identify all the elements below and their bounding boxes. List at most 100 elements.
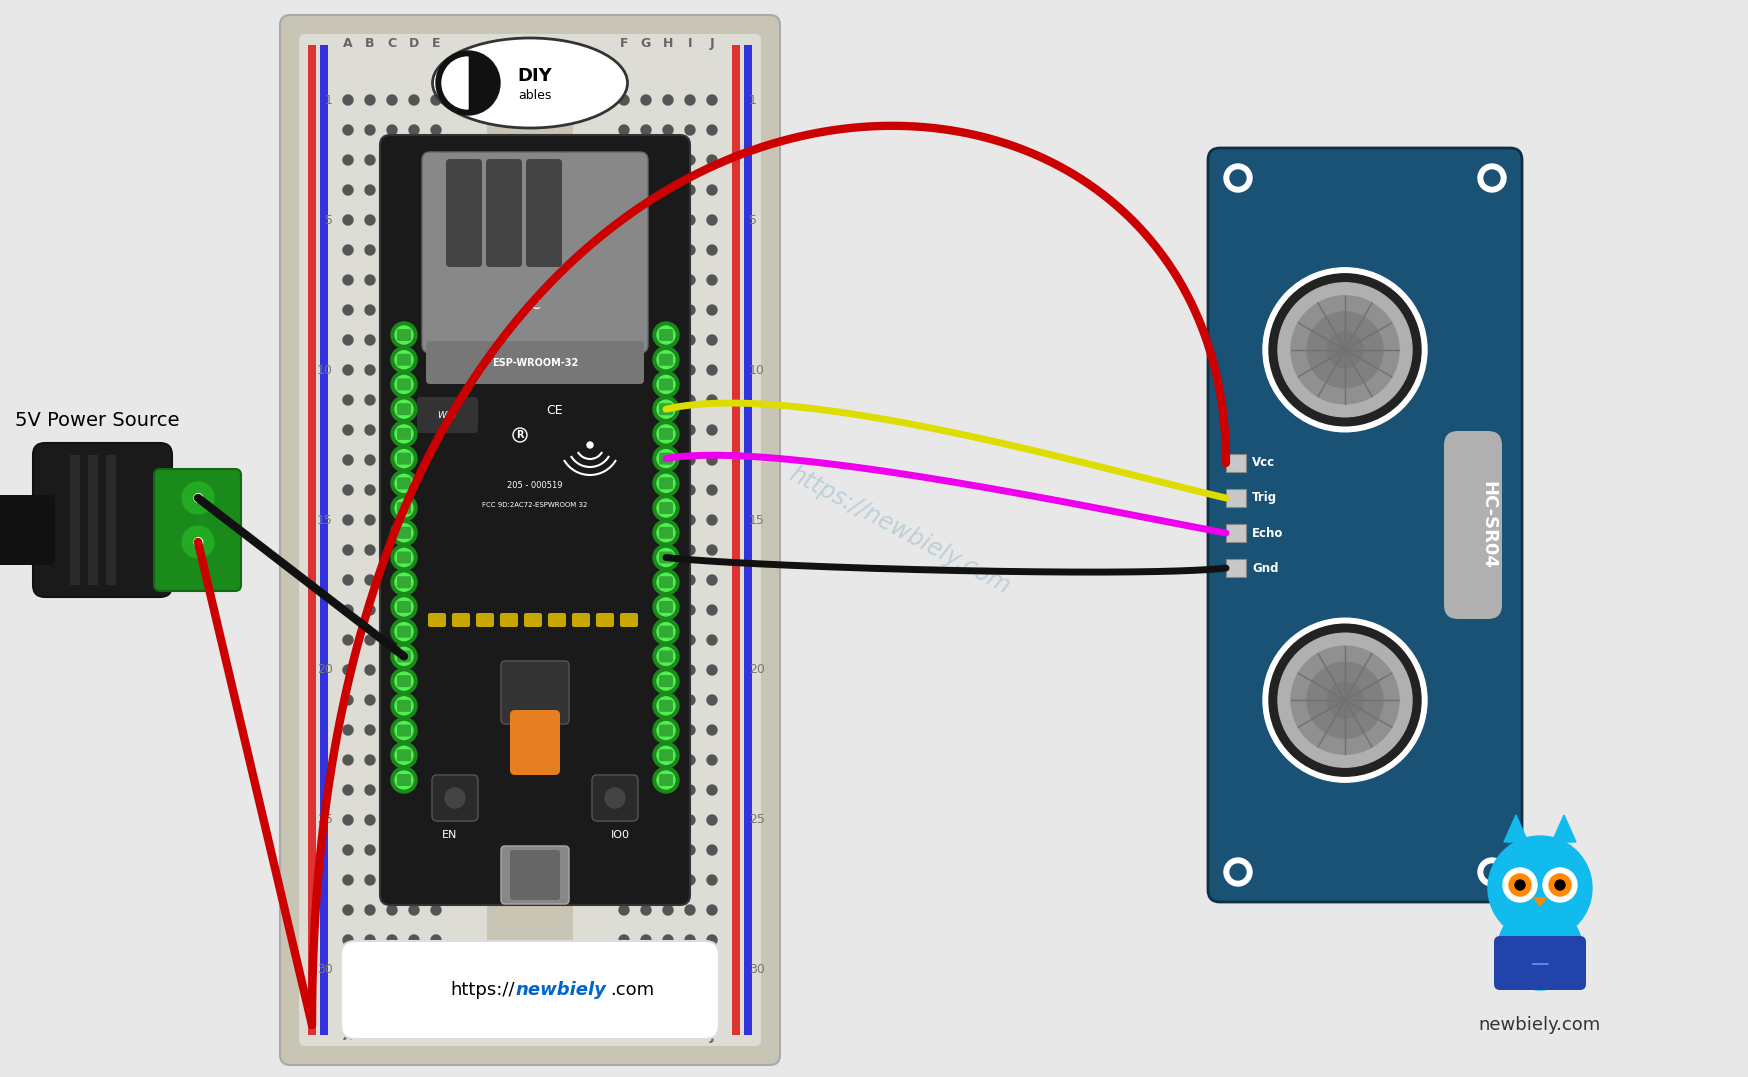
Circle shape — [430, 665, 440, 675]
Text: E: E — [432, 1031, 440, 1044]
Circle shape — [343, 425, 353, 435]
Circle shape — [343, 275, 353, 285]
Circle shape — [662, 935, 673, 945]
Circle shape — [395, 672, 413, 690]
Circle shape — [430, 395, 440, 405]
Text: https://newbiely.com: https://newbiely.com — [785, 462, 1014, 599]
Circle shape — [409, 335, 420, 345]
Circle shape — [365, 665, 374, 675]
Circle shape — [662, 155, 673, 165]
Circle shape — [395, 376, 413, 393]
Circle shape — [657, 672, 675, 690]
Circle shape — [685, 755, 694, 765]
Circle shape — [365, 275, 374, 285]
Circle shape — [409, 395, 420, 405]
Circle shape — [685, 425, 694, 435]
Text: ⊕: ⊕ — [192, 534, 205, 549]
FancyBboxPatch shape — [659, 700, 673, 712]
Bar — [87, 454, 98, 585]
Text: ⊕: ⊕ — [192, 490, 205, 505]
Circle shape — [1269, 625, 1419, 777]
Circle shape — [409, 575, 420, 585]
Circle shape — [343, 635, 353, 645]
Circle shape — [706, 335, 717, 345]
Circle shape — [343, 365, 353, 375]
Circle shape — [392, 372, 416, 397]
Circle shape — [657, 351, 675, 368]
FancyBboxPatch shape — [659, 428, 673, 439]
Circle shape — [386, 185, 397, 195]
Circle shape — [652, 396, 678, 422]
Circle shape — [662, 305, 673, 314]
Circle shape — [430, 845, 440, 855]
Circle shape — [430, 785, 440, 795]
Circle shape — [662, 425, 673, 435]
Circle shape — [386, 575, 397, 585]
Circle shape — [1482, 864, 1500, 880]
FancyBboxPatch shape — [397, 403, 411, 415]
FancyBboxPatch shape — [486, 42, 573, 1038]
Circle shape — [662, 485, 673, 495]
Circle shape — [640, 545, 650, 555]
Circle shape — [365, 695, 374, 705]
Circle shape — [619, 785, 629, 795]
Polygon shape — [1533, 898, 1545, 906]
Circle shape — [409, 815, 420, 825]
Text: .com: .com — [610, 981, 654, 999]
Circle shape — [706, 875, 717, 885]
Text: Echo: Echo — [1252, 527, 1283, 540]
Text: 5: 5 — [325, 213, 332, 226]
Circle shape — [652, 618, 678, 645]
Circle shape — [640, 425, 650, 435]
Circle shape — [392, 545, 416, 571]
FancyBboxPatch shape — [500, 661, 568, 724]
FancyBboxPatch shape — [397, 428, 411, 439]
FancyBboxPatch shape — [659, 725, 673, 737]
Circle shape — [685, 935, 694, 945]
Circle shape — [652, 322, 678, 348]
Circle shape — [1269, 274, 1419, 425]
FancyBboxPatch shape — [659, 576, 673, 588]
FancyBboxPatch shape — [659, 353, 673, 366]
Text: 10: 10 — [521, 364, 538, 377]
Circle shape — [343, 305, 353, 314]
Circle shape — [1496, 906, 1582, 990]
FancyBboxPatch shape — [341, 941, 718, 1039]
Circle shape — [392, 643, 416, 670]
Circle shape — [619, 425, 629, 435]
FancyBboxPatch shape — [1208, 148, 1521, 903]
Bar — [308, 45, 316, 1035]
Circle shape — [652, 593, 678, 620]
FancyBboxPatch shape — [397, 626, 411, 638]
Circle shape — [386, 935, 397, 945]
Circle shape — [706, 665, 717, 675]
Text: 25: 25 — [316, 813, 332, 826]
Circle shape — [343, 875, 353, 885]
Circle shape — [662, 695, 673, 705]
Circle shape — [657, 401, 675, 418]
Circle shape — [343, 515, 353, 524]
Circle shape — [640, 695, 650, 705]
Circle shape — [395, 623, 413, 641]
Circle shape — [392, 446, 416, 472]
Circle shape — [386, 875, 397, 885]
Circle shape — [657, 425, 675, 443]
Text: 20: 20 — [521, 663, 538, 676]
Circle shape — [662, 755, 673, 765]
Circle shape — [640, 515, 650, 524]
Circle shape — [605, 788, 624, 808]
Circle shape — [386, 425, 397, 435]
Circle shape — [365, 515, 374, 524]
Text: EN: EN — [442, 830, 458, 840]
FancyBboxPatch shape — [397, 725, 411, 737]
Bar — [1225, 559, 1245, 577]
Circle shape — [409, 425, 420, 435]
Wedge shape — [442, 57, 468, 109]
Circle shape — [1224, 858, 1252, 886]
Circle shape — [685, 965, 694, 975]
Bar — [70, 454, 80, 585]
Circle shape — [652, 520, 678, 546]
Circle shape — [343, 575, 353, 585]
Circle shape — [706, 755, 717, 765]
Circle shape — [365, 155, 374, 165]
